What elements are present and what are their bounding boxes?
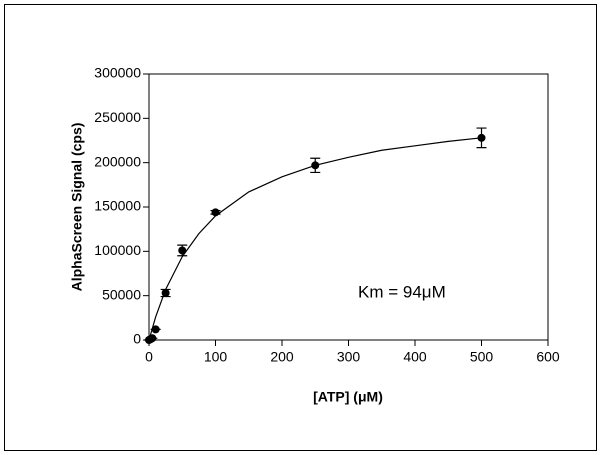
annotation: Km = 94μM: [358, 282, 446, 301]
frame: [4, 4, 597, 451]
x-tick-label: 200: [270, 349, 294, 365]
y-tick-label: 300000: [94, 65, 141, 81]
x-tick-label: 600: [536, 349, 560, 365]
y-tick-label: 50000: [102, 286, 141, 302]
y-tick-label: 150000: [94, 198, 141, 214]
y-tick-label: 0: [133, 331, 141, 347]
point: [311, 161, 320, 170]
x-tick-label: 300: [337, 349, 361, 365]
point: [148, 334, 157, 343]
x-tick-label: 100: [204, 349, 228, 365]
x-axis-label: [ATP] (μM): [313, 389, 383, 405]
point: [178, 246, 187, 255]
fit-curve: [148, 137, 482, 341]
point: [151, 325, 160, 334]
x-tick-label: 400: [403, 349, 427, 365]
x-tick-label: 0: [145, 349, 153, 365]
y-tick-label: 200000: [94, 153, 141, 169]
plot-frame: [148, 73, 549, 341]
point: [161, 289, 170, 298]
y-axis-label: AlphaScreen Signal (cps): [69, 123, 85, 292]
y-tick-label: 100000: [94, 242, 141, 258]
point: [477, 133, 486, 142]
y-tick-label: 250000: [94, 109, 141, 125]
point: [211, 208, 220, 217]
x-tick-label: 500: [470, 349, 494, 365]
